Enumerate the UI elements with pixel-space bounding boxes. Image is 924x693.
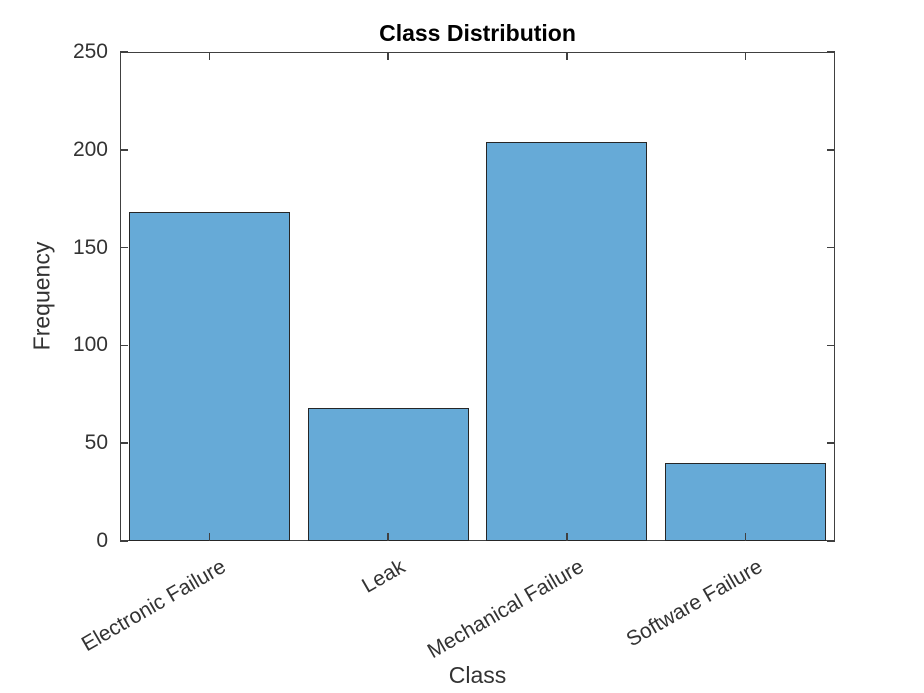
y-tickmark-left-0 [120, 540, 128, 542]
y-tick-label-50: 50 [84, 431, 108, 455]
x-tick-label-2: Mechanical Failure [423, 555, 588, 664]
x-tickmark-bottom-0 [208, 533, 211, 541]
plot-area [120, 52, 835, 541]
x-tick-label-3: Software Failure [622, 555, 767, 652]
x-tickmark-bottom-3 [744, 533, 747, 541]
y-tick-label-250: 250 [72, 40, 108, 63]
y-tickmark-left-200 [120, 149, 128, 151]
x-tickmark-top-3 [744, 52, 747, 60]
bar-software-failure [665, 462, 827, 541]
y-tickmark-right-100 [827, 344, 835, 347]
y-tickmark-left-250 [120, 51, 128, 53]
y-tickmark-left-50 [120, 442, 128, 444]
bar-electronic-failure [128, 212, 290, 541]
x-tickmark-top-0 [208, 52, 211, 60]
y-tickmark-right-250 [827, 51, 835, 53]
x-tick-label-1: Leak [357, 555, 409, 598]
x-axis-label: Class [448, 662, 507, 688]
y-tickmark-right-0 [827, 540, 835, 542]
chart-title: Class Distribution [379, 20, 576, 46]
x-tickmark-top-1 [387, 52, 389, 60]
x-tickmark-bottom-2 [566, 533, 568, 541]
y-tick-label-100: 100 [72, 333, 108, 357]
x-tickmark-top-2 [566, 52, 568, 60]
x-tickmark-bottom-1 [387, 533, 389, 541]
y-tickmark-left-100 [120, 344, 128, 347]
x-tick-label-0: Electronic Failure [77, 555, 230, 657]
bar-leak [307, 407, 469, 541]
y-tickmark-right-150 [827, 246, 835, 249]
bar-mechanical-failure [486, 141, 648, 541]
y-tick-label-150: 150 [72, 235, 108, 259]
y-tickmark-left-150 [120, 246, 128, 249]
y-tick-label-200: 200 [72, 137, 108, 161]
y-tickmark-right-50 [827, 442, 835, 444]
y-tick-label-0: 0 [96, 529, 108, 552]
y-tickmark-right-200 [827, 149, 835, 151]
